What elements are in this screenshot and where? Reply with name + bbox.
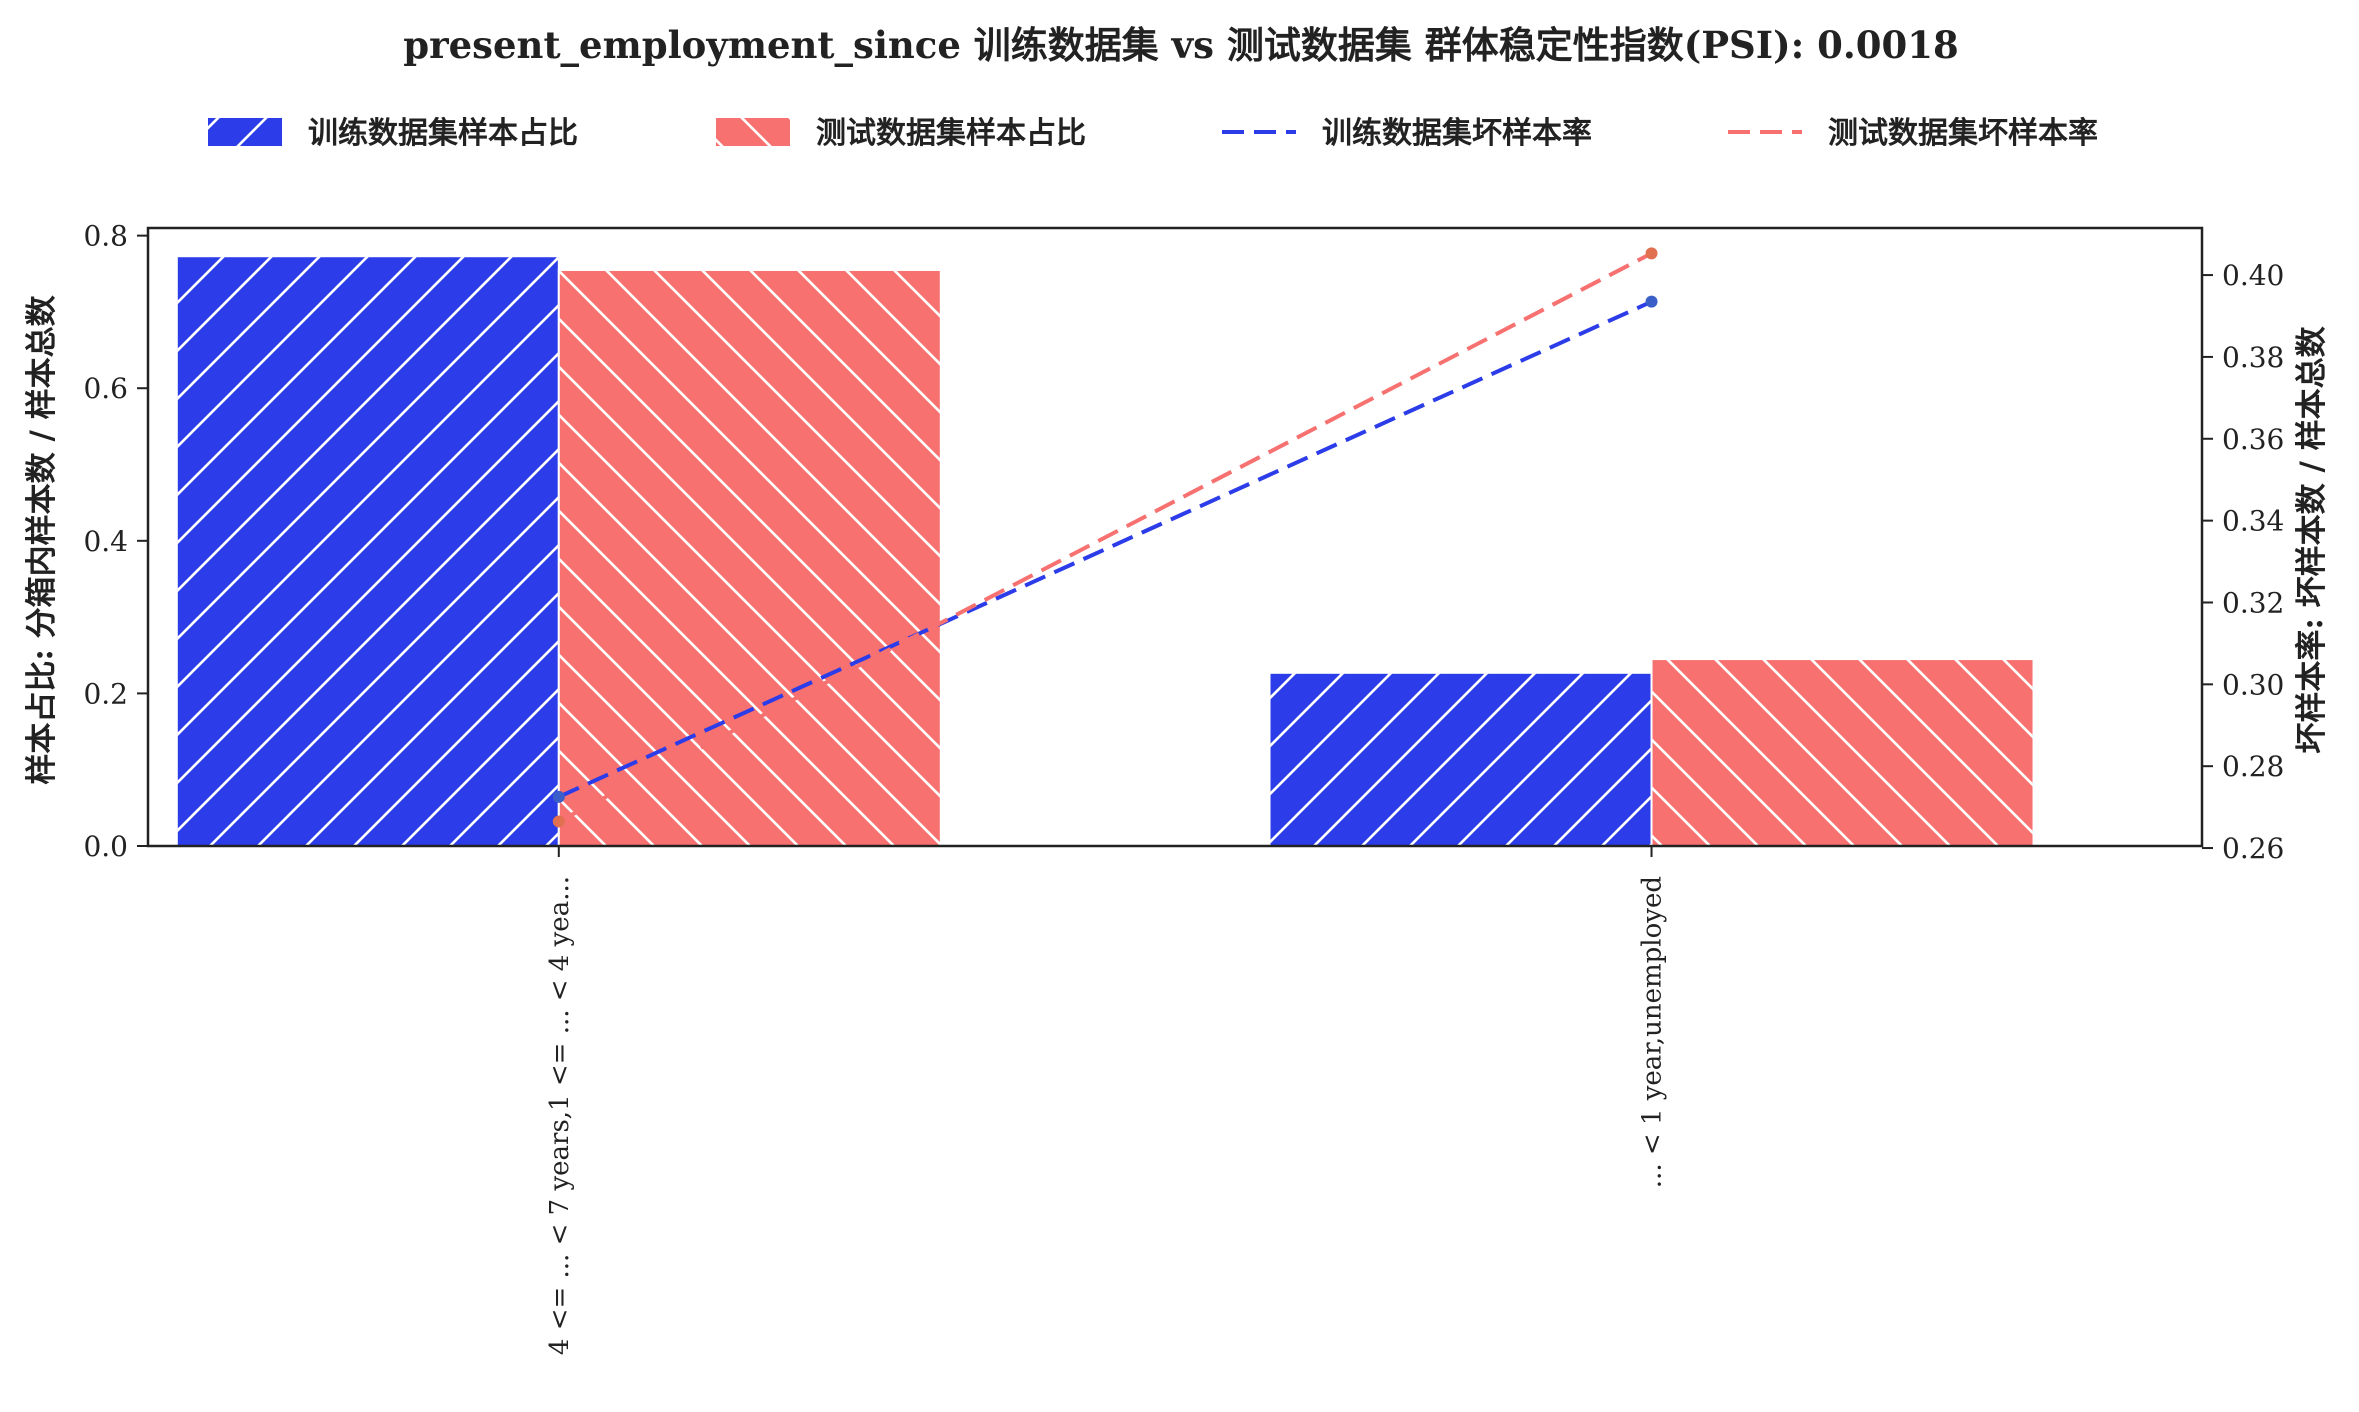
line-point [552,815,565,828]
y-right-tick-label: 0.32 [2222,586,2284,619]
legend-label: 测试数据集样本占比 [816,116,1086,151]
legend-swatch-hatch [208,118,282,146]
y-right-tick-label: 0.26 [2222,832,2284,865]
bars [175,255,2035,848]
plot-frame [146,226,2204,848]
x-tick-label: ... < 1 year,unemployed [1638,876,1668,1188]
y-left-tick-label: 0.2 [83,677,128,710]
y-right-tick-label: 0.40 [2222,259,2284,292]
legend: 训练数据集样本占比 测试数据集样本占比 训练数据集坏样本率 测试数据集坏样本率 [208,116,2098,151]
x-tick-label: 4 <= ... < 7 years,1 <= ... < 4 yea... [545,876,575,1355]
line-point [1645,295,1658,308]
legend-label: 测试数据集坏样本率 [1828,116,2098,151]
line-point [1645,247,1658,260]
legend-label: 训练数据集坏样本率 [1322,116,1592,151]
axes: 0.0 0.2 0.4 0.6 0.8 0.26 0.28 0.30 0.32 0.34 0.36 0… [83,220,2284,1355]
series-line [557,251,1653,824]
y-left-tick-label: 0.4 [83,525,128,558]
bar-hatch [557,268,942,847]
y-right-tick-label: 0.28 [2222,750,2284,783]
y-axis-right-label: 坏样本率: 坏样本数 / 样本总数 [2294,326,2330,753]
y-axis-left-label: 样本占比: 分箱内样本数 / 样本总数 [24,295,60,784]
y-right-tick-label: 0.36 [2222,423,2284,456]
y-left-tick-label: 0.0 [83,830,128,863]
lines [552,247,1658,828]
series-line [557,299,1653,799]
y-left-tick-label: 0.8 [83,220,128,253]
y-right-tick-label: 0.34 [2222,505,2284,538]
y-right-tick-label: 0.38 [2222,341,2284,374]
bar-hatch [175,255,560,848]
legend-label: 训练数据集样本占比 [308,116,578,151]
y-right-tick-label: 0.30 [2222,668,2284,701]
bar-hatch [1650,658,2035,848]
y-left-tick-label: 0.6 [83,372,128,405]
legend-swatch-hatch [716,118,790,146]
line-point [552,790,565,803]
chart-title: present_employment_since 训练数据集 vs 测试数据集 … [403,23,1958,67]
bar-hatch [1268,671,1653,848]
